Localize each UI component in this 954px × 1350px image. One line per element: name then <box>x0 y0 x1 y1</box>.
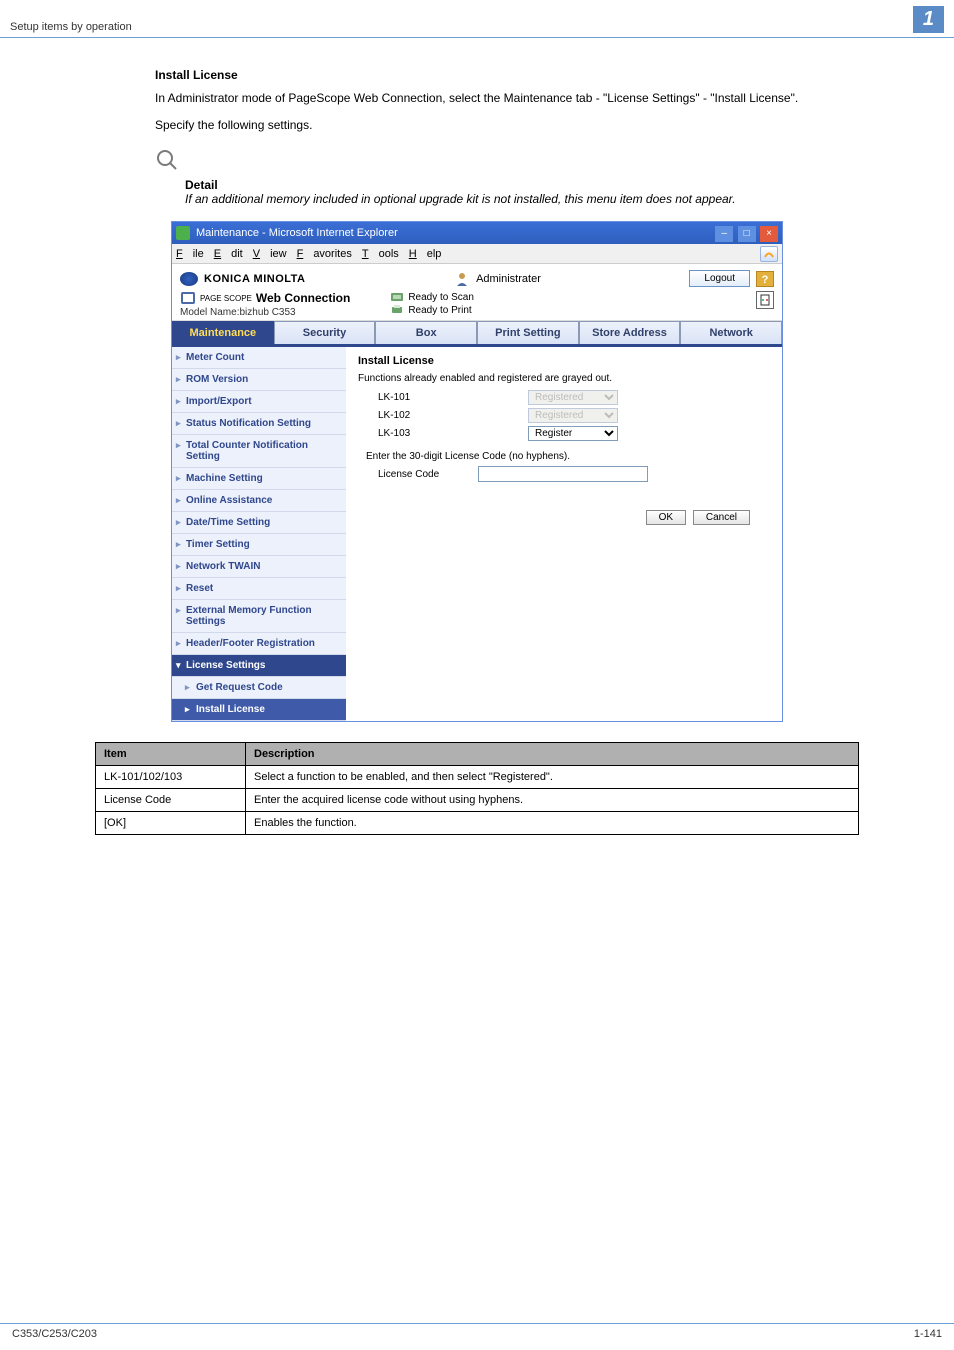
pagescope-icon <box>180 291 196 305</box>
web-connection-text: Web Connection <box>256 291 350 305</box>
sidebar-item-reset[interactable]: Reset <box>172 578 346 600</box>
pagescope-label: PAGE SCOPE <box>200 294 252 303</box>
license-code-label: License Code <box>378 469 478 480</box>
printer-status-icon <box>390 304 404 316</box>
tab-security[interactable]: Security <box>274 321 376 344</box>
license-code-input[interactable] <box>478 466 648 482</box>
para-2: Specify the following settings. <box>155 117 859 134</box>
tab-bar: MaintenanceSecurityBoxPrint SettingStore… <box>172 321 782 344</box>
device-control-icon[interactable] <box>756 291 774 309</box>
table-header: Description <box>246 743 859 766</box>
sidebar-item-total-counter-notification-setting[interactable]: Total Counter Notification Setting <box>172 435 346 468</box>
table-cell: LK-101/102/103 <box>96 766 246 789</box>
page-header: Setup items by operation 1 <box>0 0 954 38</box>
window-app-icon <box>176 226 190 240</box>
tab-maintenance[interactable]: Maintenance <box>172 321 274 344</box>
lk-label: LK-101 <box>358 392 528 403</box>
maximize-button[interactable]: □ <box>738 226 756 242</box>
lk-select-lk-102: Registered <box>528 408 618 423</box>
detail-label: Detail <box>185 178 859 192</box>
tab-store-address[interactable]: Store Address <box>579 321 681 344</box>
help-icon[interactable]: ? <box>756 271 774 287</box>
ie-throbber-icon <box>760 246 778 262</box>
sidebar: Meter CountROM VersionImport/ExportStatu… <box>172 347 346 721</box>
footer-left: C353/C253/C203 <box>12 1328 97 1340</box>
brand: KONICA MINOLTA <box>180 272 306 286</box>
sidebar-subitem-get-request-code[interactable]: Get Request Code <box>172 677 346 699</box>
menu-file[interactable]: File <box>176 248 204 260</box>
app-header: KONICA MINOLTA Administrater Logout ? <box>172 264 782 321</box>
sidebar-subitem-install-license[interactable]: Install License <box>172 699 346 721</box>
table-row: LK-101/102/103Select a function to be en… <box>96 766 859 789</box>
table-row: [OK]Enables the function. <box>96 812 859 835</box>
menu-edit[interactable]: Edit <box>214 248 243 260</box>
table-cell: Enter the acquired license code without … <box>246 789 859 812</box>
sidebar-item-import-export[interactable]: Import/Export <box>172 391 346 413</box>
model-name: Model Name:bizhub C353 <box>180 307 350 318</box>
minimize-button[interactable]: – <box>715 226 733 242</box>
table-cell: Select a function to be enabled, and the… <box>246 766 859 789</box>
header-number: 1 <box>913 6 944 33</box>
web-connection-brand: PAGE SCOPE Web Connection <box>180 291 350 305</box>
cancel-button[interactable]: Cancel <box>693 510 750 525</box>
lk-select-lk-101: Registered <box>528 390 618 405</box>
tab-print-setting[interactable]: Print Setting <box>477 321 579 344</box>
tab-network[interactable]: Network <box>680 321 782 344</box>
lk-row: LK-103Register <box>358 426 770 441</box>
section-title: Install License <box>155 68 859 82</box>
brand-text: KONICA MINOLTA <box>204 273 306 285</box>
page-footer: C353/C253/C203 1-141 <box>0 1323 954 1340</box>
panel-title: Install License <box>358 355 770 367</box>
sidebar-item-machine-setting[interactable]: Machine Setting <box>172 468 346 490</box>
menubar: File Edit View Favorites Tools Help <box>172 244 782 264</box>
menu-tools[interactable]: Tools <box>362 248 399 260</box>
menu-view[interactable]: View <box>253 248 287 260</box>
sidebar-item-date-time-setting[interactable]: Date/Time Setting <box>172 512 346 534</box>
lk-row: LK-101Registered <box>358 390 770 405</box>
detail-text: If an additional memory included in opti… <box>185 192 859 208</box>
lk-select-lk-103[interactable]: Register <box>528 426 618 441</box>
logout-button[interactable]: Logout <box>689 270 750 287</box>
table-cell: Enables the function. <box>246 812 859 835</box>
table-header: Item <box>96 743 246 766</box>
brand-logo-icon <box>180 272 198 286</box>
titlebar[interactable]: Maintenance - Microsoft Internet Explore… <box>172 222 782 244</box>
user-icon <box>454 271 470 287</box>
lk-label: LK-103 <box>358 428 528 439</box>
sidebar-item-meter-count[interactable]: Meter Count <box>172 347 346 369</box>
sidebar-item-external-memory-function-settings[interactable]: External Memory Function Settings <box>172 600 346 633</box>
description-table: ItemDescription LK-101/102/103Select a f… <box>95 742 859 835</box>
close-button[interactable]: × <box>760 226 778 242</box>
lk-row: LK-102Registered <box>358 408 770 423</box>
admin-label: Administrater <box>476 273 541 285</box>
sidebar-item-timer-setting[interactable]: Timer Setting <box>172 534 346 556</box>
sidebar-item-network-twain[interactable]: Network TWAIN <box>172 556 346 578</box>
sidebar-item-license-settings[interactable]: License Settings <box>172 655 346 677</box>
window-title-text: Maintenance - Microsoft Internet Explore… <box>196 227 398 239</box>
sidebar-item-online-assistance[interactable]: Online Assistance <box>172 490 346 512</box>
table-row: License CodeEnter the acquired license c… <box>96 789 859 812</box>
footer-right: 1-141 <box>914 1328 942 1340</box>
sidebar-item-status-notification-setting[interactable]: Status Notification Setting <box>172 413 346 435</box>
enter-note: Enter the 30-digit License Code (no hyph… <box>366 451 770 462</box>
table-cell: License Code <box>96 789 246 812</box>
tab-box[interactable]: Box <box>375 321 477 344</box>
scanner-status-icon <box>390 291 404 303</box>
panel-note: Functions already enabled and registered… <box>358 373 770 384</box>
main-panel: Install License Functions already enable… <box>346 347 782 721</box>
menu-favorites[interactable]: Favorites <box>297 248 352 260</box>
magnifier-icon <box>155 148 859 178</box>
browser-window: Maintenance - Microsoft Internet Explore… <box>171 221 783 722</box>
table-cell: [OK] <box>96 812 246 835</box>
status-scan: Ready to Scan <box>408 292 474 303</box>
sidebar-item-header-footer-registration[interactable]: Header/Footer Registration <box>172 633 346 655</box>
window-controls: – □ × <box>714 225 778 242</box>
sidebar-item-rom-version[interactable]: ROM Version <box>172 369 346 391</box>
status-print: Ready to Print <box>408 305 471 316</box>
header-left: Setup items by operation <box>10 21 132 33</box>
menu-help[interactable]: Help <box>409 248 442 260</box>
lk-label: LK-102 <box>358 410 528 421</box>
ok-button[interactable]: OK <box>646 510 686 525</box>
para-1: In Administrator mode of PageScope Web C… <box>155 90 859 107</box>
